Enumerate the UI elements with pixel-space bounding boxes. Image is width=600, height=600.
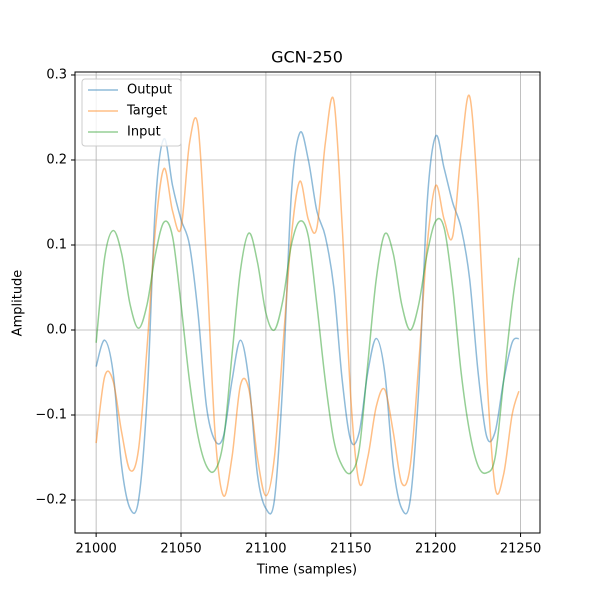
y-tick-label: 0.1 bbox=[46, 237, 67, 252]
x-tick-label: 21050 bbox=[160, 542, 201, 557]
x-tick-label: 21250 bbox=[500, 542, 541, 557]
y-tick-label: 0.3 bbox=[46, 67, 67, 82]
y-tick-label: 0.0 bbox=[46, 323, 67, 338]
y-axis-label: Amplitude bbox=[11, 270, 26, 337]
plot-frame bbox=[74, 71, 541, 534]
x-tick-label: 21000 bbox=[75, 542, 116, 557]
chart-title: GCN-250 bbox=[271, 48, 343, 67]
x-tick-label: 21200 bbox=[415, 542, 456, 557]
line bbox=[95, 94, 520, 497]
y-tick-label: −0.2 bbox=[35, 493, 67, 508]
x-axis-label: Time (samples) bbox=[256, 563, 357, 578]
line bbox=[95, 217, 520, 475]
legend-label: Output bbox=[127, 83, 172, 98]
legend-label: Target bbox=[126, 104, 167, 119]
legend-label: Input bbox=[127, 125, 161, 140]
x-tick-label: 21100 bbox=[245, 542, 286, 557]
legend-box bbox=[81, 78, 182, 147]
y-tick-label: −0.1 bbox=[35, 408, 67, 423]
x-tick-label: 21150 bbox=[330, 542, 371, 557]
y-tick-label: 0.2 bbox=[46, 152, 67, 167]
